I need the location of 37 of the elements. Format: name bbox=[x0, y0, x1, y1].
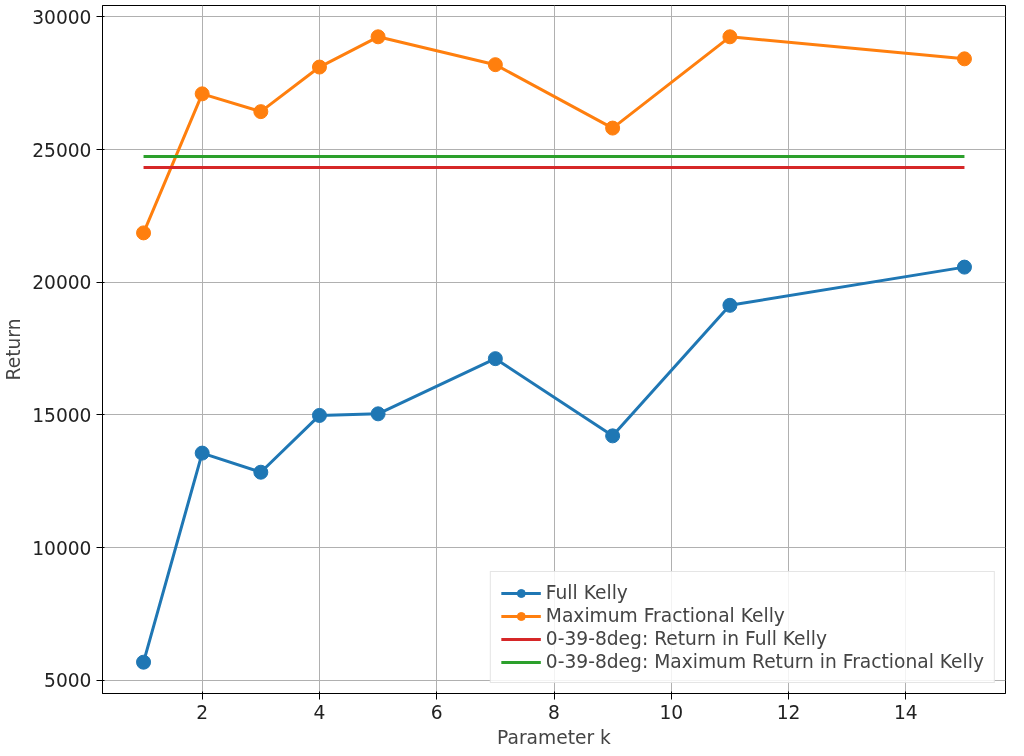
x-tick-label: 8 bbox=[548, 701, 560, 723]
point bbox=[487, 57, 503, 73]
y-tick-label: 15000 bbox=[32, 404, 92, 426]
point bbox=[487, 351, 503, 367]
legend-label: Maximum Fractional Kelly bbox=[545, 605, 785, 626]
x-tick-label: 12 bbox=[776, 701, 801, 723]
y-tick-label: 20000 bbox=[32, 272, 92, 294]
x-tick-label: 2 bbox=[196, 701, 209, 723]
point bbox=[722, 297, 738, 313]
x-axis-title: Parameter k bbox=[497, 726, 612, 748]
point bbox=[370, 29, 386, 45]
point bbox=[370, 406, 386, 422]
y-tick-label: 5000 bbox=[44, 670, 92, 692]
point bbox=[253, 104, 269, 120]
point bbox=[194, 86, 210, 102]
y-tick-label: 25000 bbox=[32, 139, 92, 161]
point bbox=[136, 654, 152, 670]
x-tick-label: 4 bbox=[313, 701, 326, 723]
x-tick-label: 6 bbox=[430, 701, 443, 723]
point bbox=[194, 445, 210, 461]
y-axis-title: Return bbox=[3, 318, 25, 381]
point bbox=[253, 464, 269, 480]
point bbox=[605, 428, 621, 444]
point bbox=[956, 51, 972, 67]
x-tick-label: 14 bbox=[893, 701, 918, 723]
point bbox=[311, 59, 327, 75]
point bbox=[136, 225, 152, 241]
point bbox=[956, 259, 972, 275]
point bbox=[605, 120, 621, 136]
point bbox=[311, 407, 327, 423]
y-tick-label: 30000 bbox=[32, 6, 92, 28]
point bbox=[722, 29, 738, 45]
y-tick-label: 10000 bbox=[32, 537, 92, 559]
x-tick-label: 10 bbox=[659, 701, 684, 723]
legend-label: 0-39-8deg: Return in Full Kelly bbox=[545, 628, 827, 649]
legend-label: Full Kelly bbox=[545, 582, 628, 603]
legend-label: 0-39-8deg: Maximum Return in Fractional Kelly bbox=[545, 651, 984, 672]
